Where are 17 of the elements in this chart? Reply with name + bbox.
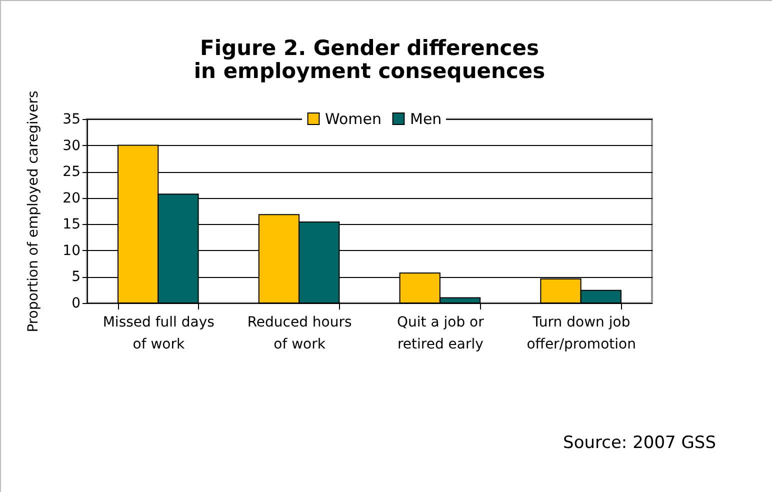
y-tick-label: 15 [62, 216, 80, 233]
y-tick-label: 25 [62, 164, 80, 180]
x-tick-label: Reduced hours of work [247, 314, 352, 352]
y-tick-label: 10 [62, 242, 80, 259]
y-tick-label: 30 [62, 138, 80, 154]
source-note: Source: 2007 GSS [563, 433, 716, 453]
legend-label: Women [325, 110, 382, 128]
x-tick-label: Missed full days of work [102, 314, 214, 352]
x-tick-label: Turn down job offer/promotion [526, 314, 636, 352]
chart-title: Figure 2. Gender differences in employment consequences [194, 36, 546, 84]
y-axis-title: Proportion of employed caregivers [26, 90, 42, 332]
y-tick-label: 0 [72, 296, 80, 312]
y-tick-label: 35 [62, 112, 80, 128]
legend-label: Men [410, 110, 442, 128]
y-tick-label: 20 [62, 190, 80, 206]
x-tick-label: Quit a job or retired early [397, 314, 484, 352]
y-tick-label: 5 [72, 269, 80, 286]
